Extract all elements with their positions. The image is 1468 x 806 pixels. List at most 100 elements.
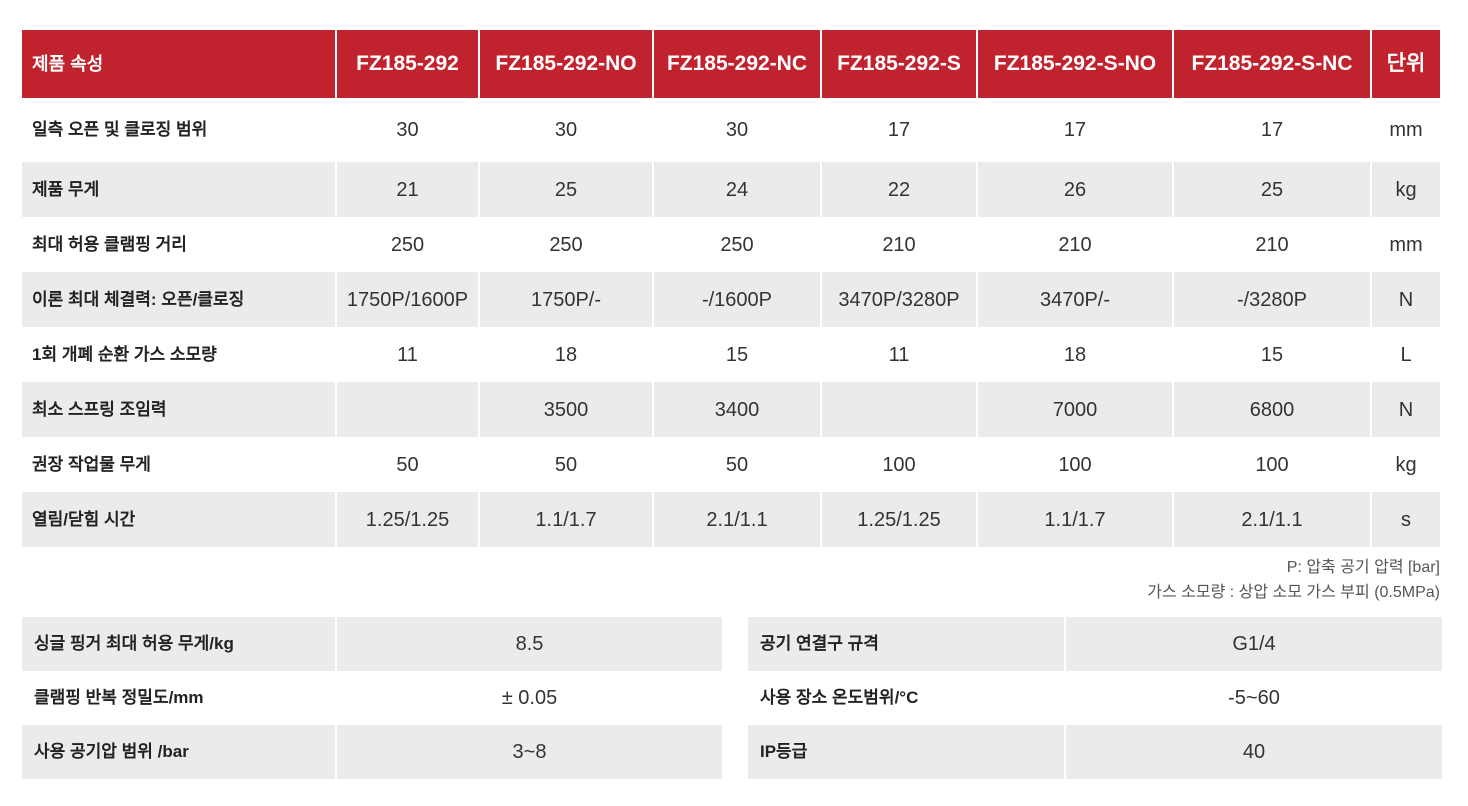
value-cell: 15 [725, 343, 749, 366]
row-label: 사용 장소 온도범위/°C [760, 688, 919, 707]
table-row: 1회 개폐 순환 가스 소모량 11 18 15 11 18 15 L [22, 327, 1440, 382]
value-cell [337, 382, 478, 437]
row-label: 이론 최대 체결력: 오픈/클로징 [22, 272, 335, 327]
header-unit: 단위 [1372, 30, 1440, 98]
value-cell: 1.25/1.25 [822, 492, 976, 547]
table-row: 싱글 핑거 최대 허용 무게/kg 8.5 [22, 617, 722, 671]
value-cell: 50 [725, 453, 749, 476]
table-row: 일측 오픈 및 클로징 범위 30 30 30 17 17 17 mm [22, 98, 1440, 162]
value-cell: 24 [654, 162, 820, 217]
table-row: 최소 스프링 조임력 3500 3400 7000 6800 N [22, 382, 1440, 437]
unit-cell: mm [1389, 119, 1423, 141]
table-row: 최대 허용 클램핑 거리 250 250 250 210 210 210 mm [22, 217, 1440, 272]
note-pressure: P: 압축 공기 압력 [bar] [1286, 559, 1440, 576]
table-row: 열림/닫힘 시간 1.25/1.25 1.1/1.7 2.1/1.1 1.25/1.25… [22, 492, 1440, 547]
value-cell: 2.1/1.1 [1174, 492, 1370, 547]
value-cell: 22 [822, 162, 976, 217]
value-cell: 40 [1066, 725, 1442, 779]
value-cell: 50 [554, 453, 578, 476]
header-model: FZ185-292-NC [654, 30, 820, 98]
row-label: 1회 개폐 순환 가스 소모량 [32, 344, 217, 364]
value-cell: 30 [725, 119, 749, 141]
value-cell: 250 [549, 233, 583, 256]
row-label: 권장 작업물 무게 [32, 454, 151, 474]
row-label: 사용 공기압 범위 /bar [22, 725, 335, 779]
unit-cell: N [1372, 382, 1440, 437]
row-label: 최대 허용 클램핑 거리 [32, 234, 187, 254]
value-cell: -/3280P [1174, 272, 1370, 327]
spec-header-row: 제품 속성 FZ185-292 FZ185-292-NO FZ185-292-NC FZ… [22, 30, 1440, 98]
value-cell: 25 [1174, 162, 1370, 217]
unit-cell: L [1400, 343, 1412, 366]
notes: P: 압축 공기 압력 [bar] 가스 소모량 : 상압 소모 가스 부피 (… [20, 555, 1442, 605]
value-cell: 210 [882, 233, 916, 256]
table-row: 클램핑 반복 정밀도/mm ± 0.05 [22, 671, 722, 725]
unit-cell: kg [1395, 453, 1417, 476]
header-model: FZ185-292-S [822, 30, 976, 98]
table-row: 이론 최대 체결력: 오픈/클로징 1750P/1600P 1750P/- -/160… [22, 272, 1440, 327]
value-cell: -/1600P [654, 272, 820, 327]
value-cell: 6800 [1174, 382, 1370, 437]
value-cell: 25 [480, 162, 652, 217]
row-label: 최소 스프링 조임력 [22, 382, 335, 437]
value-cell: 17 [1260, 119, 1284, 141]
value-cell: 1.1/1.7 [978, 492, 1172, 547]
value-cell: 1.25/1.25 [337, 492, 478, 547]
note-gas: 가스 소모량 : 상압 소모 가스 부피 (0.5MPa) [1147, 584, 1440, 601]
table-row: 제품 무게 21 25 24 22 26 25 kg [22, 162, 1440, 217]
value-cell: 17 [1063, 119, 1087, 141]
value-cell: 2.1/1.1 [654, 492, 820, 547]
value-cell: 11 [888, 343, 910, 366]
value-cell: 15 [1260, 343, 1284, 366]
value-cell: 1750P/1600P [337, 272, 478, 327]
table-row: 사용 공기압 범위 /bar 3~8 [22, 725, 722, 779]
value-cell: -5~60 [1228, 687, 1280, 709]
spec-table: 제품 속성 FZ185-292 FZ185-292-NO FZ185-292-NC FZ… [20, 30, 1442, 547]
value-cell: 50 [396, 453, 419, 476]
row-label: 클램핑 반복 정밀도/mm [34, 688, 204, 707]
value-cell: 100 [882, 453, 916, 476]
row-label: IP등급 [748, 725, 1064, 779]
general-spec-table-left: 싱글 핑거 최대 허용 무게/kg 8.5 클램핑 반복 정밀도/mm ± 0.05 사… [20, 617, 724, 779]
value-cell [822, 382, 976, 437]
value-cell: 30 [396, 119, 419, 141]
table-row: IP등급 40 [748, 725, 1442, 779]
value-cell: 7000 [978, 382, 1172, 437]
value-cell: 250 [390, 233, 425, 256]
value-cell: 100 [1058, 453, 1092, 476]
row-label: 일측 오픈 및 클로징 범위 [32, 120, 208, 139]
header-model: FZ185-292-NO [480, 30, 652, 98]
value-cell: 1750P/- [480, 272, 652, 327]
value-cell: 18 [554, 343, 578, 366]
header-model: FZ185-292 [337, 30, 478, 98]
row-label: 싱글 핑거 최대 허용 무게/kg [22, 617, 335, 671]
value-cell: 11 [397, 343, 418, 366]
value-cell: 8.5 [337, 617, 722, 671]
value-cell: 30 [554, 119, 578, 141]
header-property: 제품 속성 [22, 30, 335, 98]
unit-cell: kg [1372, 162, 1440, 217]
table-row: 공기 연결구 규격 G1/4 [748, 617, 1442, 671]
general-spec-tables: 싱글 핑거 최대 허용 무게/kg 8.5 클램핑 반복 정밀도/mm ± 0.05 사… [20, 617, 1444, 779]
value-cell: 17 [887, 119, 911, 141]
row-label: 열림/닫힘 시간 [22, 492, 335, 547]
value-cell: G1/4 [1066, 617, 1442, 671]
value-cell: 3500 [480, 382, 652, 437]
value-cell: 210 [1255, 233, 1289, 256]
value-cell: 21 [337, 162, 478, 217]
row-label: 제품 무게 [22, 162, 335, 217]
value-cell: ± 0.05 [501, 687, 558, 709]
general-spec-table-right: 공기 연결구 규격 G1/4 사용 장소 온도범위/°C -5~60 IP등급 40 [746, 617, 1444, 779]
header-model: FZ185-292-S-NO [978, 30, 1172, 98]
value-cell: 3470P/- [978, 272, 1172, 327]
unit-cell: N [1372, 272, 1440, 327]
value-cell: 100 [1255, 453, 1289, 476]
value-cell: 3~8 [337, 725, 722, 779]
value-cell: 250 [720, 233, 754, 256]
table-row: 권장 작업물 무게 50 50 50 100 100 100 kg [22, 437, 1440, 492]
value-cell: 3470P/3280P [822, 272, 976, 327]
value-cell: 26 [978, 162, 1172, 217]
value-cell: 210 [1058, 233, 1092, 256]
value-cell: 18 [1063, 343, 1087, 366]
